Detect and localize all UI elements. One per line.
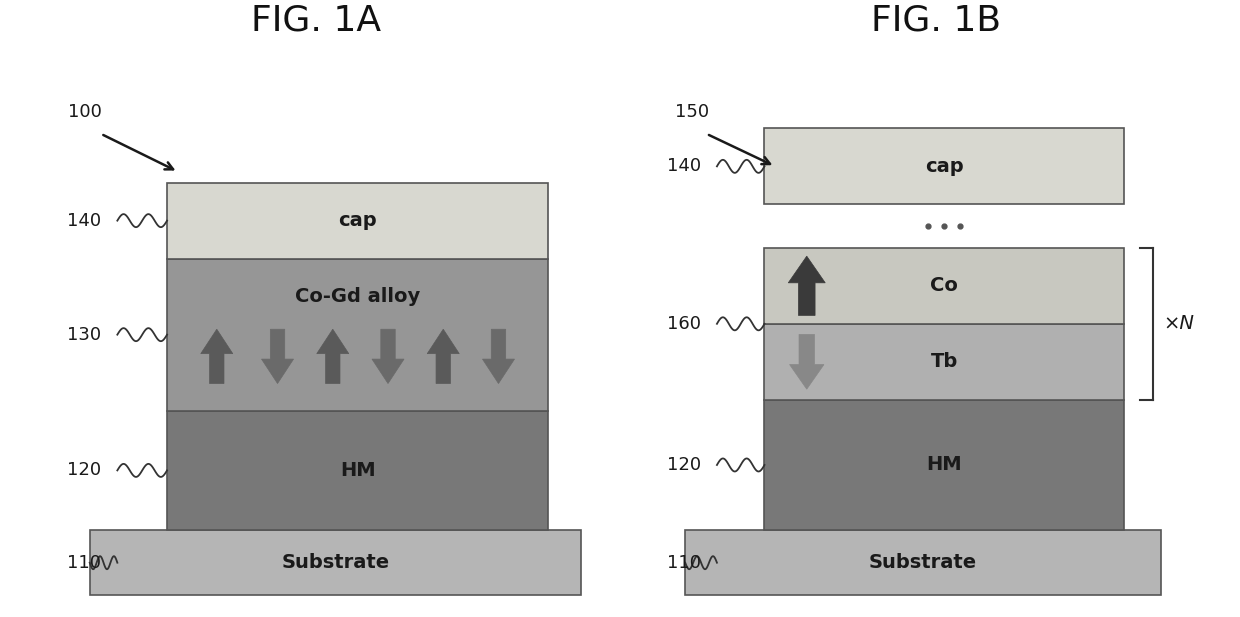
Bar (167, 259, 548, 411)
Text: 100: 100 (68, 103, 102, 121)
Text: Substrate: Substrate (281, 553, 389, 572)
Text: 110: 110 (67, 553, 100, 572)
Text: 110: 110 (667, 553, 701, 572)
Bar (89, 530, 582, 595)
Text: Co-Gd alloy: Co-Gd alloy (295, 287, 420, 306)
Text: ×N: ×N (1163, 314, 1194, 333)
Polygon shape (372, 329, 404, 384)
Polygon shape (316, 329, 348, 384)
Text: FIG. 1A: FIG. 1A (252, 3, 381, 37)
Text: 130: 130 (67, 326, 100, 344)
Bar (686, 530, 1161, 595)
Polygon shape (789, 256, 826, 315)
Text: FIG. 1B: FIG. 1B (872, 3, 1001, 37)
Text: 160: 160 (667, 315, 701, 333)
Bar (167, 411, 548, 530)
Bar (765, 248, 1123, 324)
Bar (167, 183, 548, 259)
Text: 150: 150 (675, 103, 709, 121)
Polygon shape (482, 329, 515, 384)
Polygon shape (262, 329, 294, 384)
Text: cap: cap (925, 157, 963, 176)
Text: Tb: Tb (930, 352, 957, 371)
Text: HM: HM (926, 455, 962, 474)
Text: cap: cap (339, 211, 377, 230)
Bar (765, 400, 1123, 530)
Text: 120: 120 (67, 462, 100, 479)
Bar (765, 128, 1123, 204)
Text: HM: HM (340, 461, 376, 480)
Text: 140: 140 (67, 212, 100, 230)
Text: Co: Co (930, 276, 959, 296)
Polygon shape (428, 329, 459, 384)
Bar (765, 324, 1123, 400)
Text: 120: 120 (667, 456, 701, 474)
Text: Substrate: Substrate (869, 553, 977, 572)
Polygon shape (201, 329, 233, 384)
Text: 140: 140 (667, 157, 701, 175)
Polygon shape (790, 334, 823, 389)
